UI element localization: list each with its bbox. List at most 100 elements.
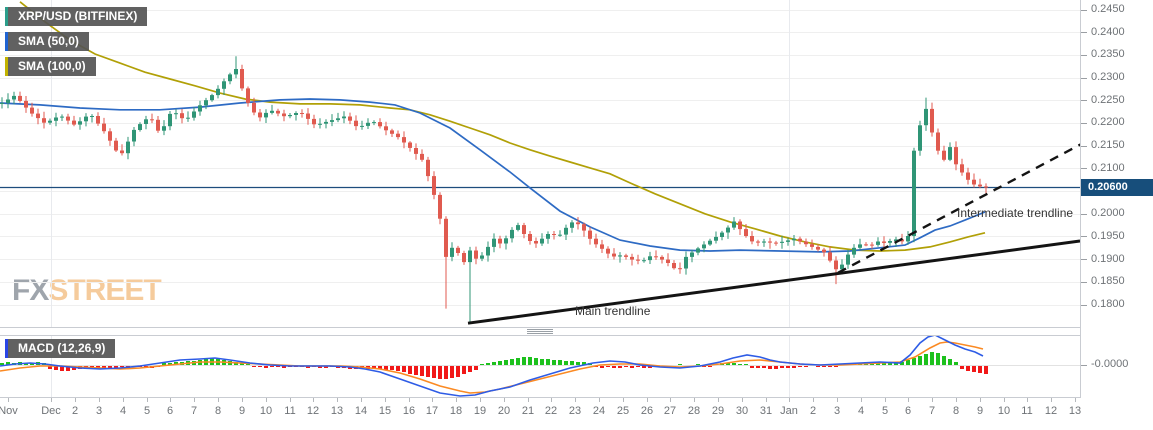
x-axis-tick [670,398,671,402]
main-trendline-label: Main trendline [575,304,651,318]
x-axis-tick [123,398,124,402]
price-axis-tick [1081,100,1087,102]
x-axis-label: 28 [687,405,701,417]
x-axis-label: 17 [425,405,439,417]
x-axis-tick [170,398,171,402]
x-axis-label: 19 [473,405,487,417]
x-axis-label: 7 [190,405,198,417]
x-axis-tick [99,398,100,402]
x-axis-tick [956,398,957,402]
x-axis-tick [1051,398,1052,402]
legend-sma50[interactable]: SMA (50,0) [5,32,89,51]
price-axis-tick [1081,32,1087,34]
x-axis-label: 25 [616,405,630,417]
x-axis-tick [789,398,790,402]
x-axis-tick [766,398,767,402]
x-axis-tick [647,398,648,402]
x-axis-label: Nov [0,405,18,417]
x-axis-label: 23 [568,405,582,417]
price-axis-tick [1081,304,1087,306]
x-axis-label: 7 [928,405,936,417]
x-axis-tick [861,398,862,402]
x-axis-tick [409,398,410,402]
x-axis-label: 9 [238,405,246,417]
x-axis-tick [1004,398,1005,402]
x-axis-tick [337,398,338,402]
price-axis-label: 0.1950 [1091,229,1125,242]
macd-axis-tick [1081,364,1087,366]
legend-macd[interactable]: MACD (12,26,9) [5,339,116,358]
sma100-label: SMA (100,0) [8,57,96,76]
x-axis-tick [932,398,933,402]
x-axis-label: 12 [1044,405,1058,417]
price-axis-tick [1081,281,1087,283]
price-axis-tick [1081,77,1087,79]
x-axis-label: 4 [857,405,865,417]
x-axis-tick [908,398,909,402]
panel-splitter-handle[interactable] [527,327,553,336]
x-axis-tick [623,398,624,402]
x-axis-tick [1075,398,1076,402]
sma100-color-bar [5,57,8,76]
price-chart-svg[interactable] [0,0,1080,327]
price-axis-tick [1081,9,1087,11]
sma50-label: SMA (50,0) [8,32,89,51]
price-axis-tick [1081,168,1087,170]
price-axis-tick [1081,145,1087,147]
sma50-color-bar [5,32,8,51]
x-axis-tick [980,398,981,402]
x-axis-label: 21 [521,405,535,417]
x-axis-tick [504,398,505,402]
x-axis-label: 26 [640,405,654,417]
watermark-fx: FX [12,274,49,307]
price-axis-label: 0.2100 [1091,161,1125,174]
x-axis-tick [147,398,148,402]
fxstreet-watermark: FXSTREET [12,274,162,308]
legend-symbol[interactable]: XRP/USD (BITFINEX) [5,7,148,26]
x-axis-label: 13 [330,405,344,417]
x-axis-label: 11 [1021,405,1033,417]
price-axis-label: 0.2150 [1091,139,1125,152]
x-axis-tick [694,398,695,402]
main-trendline[interactable] [467,239,1080,325]
macd-label: MACD (12,26,9) [8,339,116,358]
current-price-badge: 0.20600 [1080,179,1153,196]
price-axis-label: 0.2450 [1091,3,1125,15]
x-axis-tick [290,398,291,402]
x-axis-label: 10 [259,405,273,417]
x-axis-tick [242,398,243,402]
macd-panel-border-top [0,335,1081,336]
price-axis-tick [1081,236,1087,238]
x-axis[interactable]: Nov Dec 2 3 4 5 6 7 8 9 10 11 12 13 14 15 16 17 18 19 20 21 22… [0,398,1081,430]
price-axis-label: 0.2300 [1091,71,1125,84]
x-axis-label: 6 [166,405,174,417]
x-axis-label: 14 [354,405,368,417]
x-axis-tick [742,398,743,402]
macd-zero-label: -0.0000 [1091,358,1129,370]
x-axis-label: 11 [284,405,296,417]
x-axis-label: 9 [976,405,984,417]
axis-border [1080,0,1081,398]
x-axis-tick [599,398,600,402]
x-axis-tick [194,398,195,402]
x-axis-tick [480,398,481,402]
x-axis-tick [75,398,76,402]
sma50-line [0,98,986,253]
x-axis-label: 15 [378,405,392,417]
x-axis-tick [266,398,267,402]
symbol-color-bar [5,7,8,26]
x-axis-label: 5 [881,405,889,417]
macd-chart-svg[interactable] [0,336,1080,397]
price-axis[interactable]: 0.20600 0.2450 0.2400 0.2350 0.2300 0.2250 0.… [1080,0,1153,430]
price-axis-label: 0.2350 [1091,48,1125,61]
x-axis-tick [1027,398,1028,402]
price-axis-label: 0.1800 [1091,298,1125,310]
x-axis-tick [885,398,886,402]
intermediate-trendline[interactable] [837,142,1080,274]
legend-sma100[interactable]: SMA (100,0) [5,57,96,76]
x-axis-label: 8 [214,405,222,417]
x-axis-label: 2 [809,405,817,417]
x-axis-label: 12 [306,405,320,417]
x-axis-label: Jan [780,405,798,417]
x-axis-label: 20 [497,405,511,417]
